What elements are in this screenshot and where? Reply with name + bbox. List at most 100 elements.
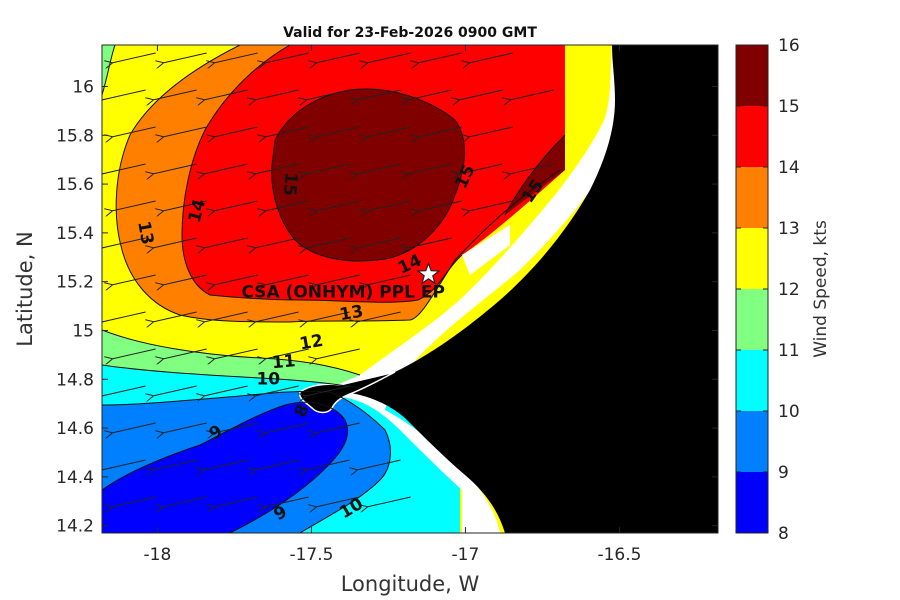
contour-label: 13: [133, 219, 157, 246]
colorbar-segment: [736, 411, 768, 472]
wind-arrow: [367, 200, 411, 211]
wind-arrow: [316, 200, 360, 211]
wind-arrow: [163, 348, 207, 359]
wind-arrow: [153, 385, 197, 396]
band-15-16: [271, 89, 465, 261]
y-tick-label: 15.2: [56, 273, 94, 293]
wind-vectors: [102, 52, 554, 507]
contour-label: 13: [338, 301, 365, 325]
wind-arrow: [255, 89, 299, 100]
colorbar-label: Wind Speed, kts: [811, 220, 831, 358]
wind-arrow: [112, 348, 156, 359]
wind-arrow: [469, 52, 513, 63]
wind-arrow: [316, 496, 360, 507]
wind-arrow: [163, 274, 207, 285]
colorbar-tick-label: 9: [778, 463, 789, 483]
wind-arrow: [316, 274, 360, 285]
wind-arrow: [112, 274, 156, 285]
contour-label: 11: [271, 351, 296, 373]
wind-arrow: [214, 348, 258, 359]
colorbar-tick-label: 15: [778, 97, 800, 117]
wind-arrow: [102, 459, 146, 470]
wind-arrow: [357, 163, 401, 174]
wind-arrow: [357, 237, 401, 248]
wind-arrow: [306, 459, 350, 470]
band-15-16-east: [505, 135, 565, 215]
y-axis-label: Latitude, N: [13, 231, 37, 347]
wind-arrow: [306, 237, 350, 248]
wind-arrow: [418, 200, 462, 211]
wind-arrow: [102, 163, 146, 174]
axes-frame: [101, 44, 719, 534]
wind-arrow: [265, 126, 309, 137]
wind-arrow: [112, 52, 156, 63]
wind-arrow: [112, 496, 156, 507]
wind-arrow: [102, 237, 146, 248]
wind-arrow: [306, 163, 350, 174]
y-tick-label: 14.8: [56, 370, 94, 390]
wind-arrow: [367, 496, 411, 507]
wind-arrow: [316, 422, 360, 433]
y-tick-label: 15.6: [56, 175, 94, 195]
wind-arrow: [214, 496, 258, 507]
wind-arrow: [214, 200, 258, 211]
contour-label: 10: [256, 369, 280, 389]
wind-arrow: [459, 89, 503, 100]
wind-arrow: [163, 496, 207, 507]
wind-arrow: [316, 52, 360, 63]
x-tick-label: -17: [452, 545, 480, 565]
wind-arrow: [469, 200, 513, 211]
x-axis-label: Longitude, W: [341, 572, 480, 596]
x-tick-label: -17.5: [289, 545, 333, 565]
wind-arrow: [112, 200, 156, 211]
wind-arrow: [102, 89, 146, 100]
wind-arrow: [163, 422, 207, 433]
contour-label: 12: [298, 331, 325, 355]
wind-arrow: [163, 200, 207, 211]
wind-arrow: [510, 89, 554, 100]
wind-arrow: [306, 311, 350, 322]
wind-arrow: [255, 311, 299, 322]
wind-arrow: [265, 348, 309, 359]
colorbar-segment: [736, 472, 768, 533]
wind-arrow: [112, 126, 156, 137]
wind-arrow: [357, 89, 401, 100]
y-tick-label: 14.2: [56, 517, 94, 537]
map-title: Valid for 23-Feb-2026 0900 GMT: [283, 25, 537, 41]
wind-arrow: [408, 163, 452, 174]
nodata-strip: [330, 45, 630, 533]
wind-arrow: [204, 89, 248, 100]
wind-arrow: [102, 311, 146, 322]
wind-arrow: [255, 385, 299, 396]
site-marker: CSA (ONHYM) PPL EP: [241, 261, 445, 302]
wind-arrow: [153, 237, 197, 248]
star-icon: [416, 261, 441, 285]
nodata-block: [462, 225, 510, 275]
wind-arrow: [163, 126, 207, 137]
x-tick-label: -16.5: [597, 545, 641, 565]
colorbar-segment: [736, 289, 768, 350]
wind-arrow: [408, 237, 452, 248]
wind-arrow: [255, 459, 299, 470]
x-axis-ticks: -18 -17.5 -17 -16.5: [144, 45, 641, 565]
colorbar-segment: [736, 350, 768, 411]
wind-arrow: [214, 422, 258, 433]
wind-arrow: [255, 163, 299, 174]
colorbar-tick-label: 12: [778, 280, 800, 300]
wind-arrow: [408, 89, 452, 100]
wind-arrow: [204, 311, 248, 322]
wind-arrow: [214, 52, 258, 63]
y-tick-label: 15.8: [56, 126, 94, 146]
band-8-9: [102, 402, 348, 533]
wind-arrow: [204, 385, 248, 396]
wind-arrow: [357, 311, 401, 322]
wind-arrow: [265, 496, 309, 507]
wind-arrow: [163, 52, 207, 63]
wind-arrow: [255, 237, 299, 248]
land-mass: [350, 45, 718, 533]
wind-arrow: [153, 163, 197, 174]
y-tick-label: 14.4: [56, 468, 94, 488]
wind-arrow: [510, 163, 554, 174]
